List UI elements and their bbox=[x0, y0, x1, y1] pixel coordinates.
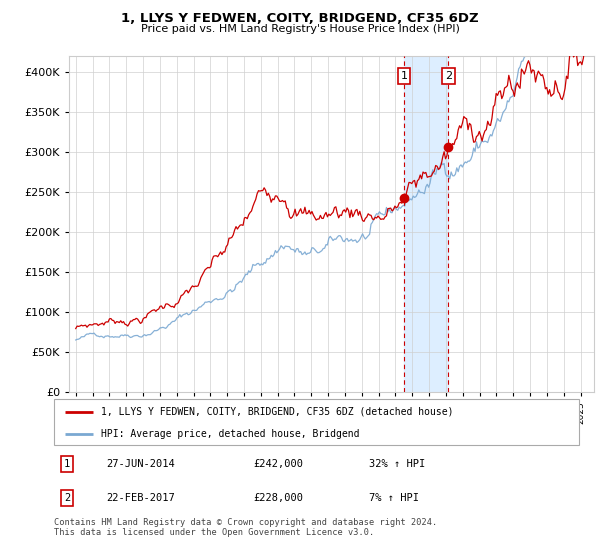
Text: 1: 1 bbox=[64, 459, 70, 469]
Text: £242,000: £242,000 bbox=[254, 459, 304, 469]
Text: 1, LLYS Y FEDWEN, COITY, BRIDGEND, CF35 6DZ: 1, LLYS Y FEDWEN, COITY, BRIDGEND, CF35 … bbox=[121, 12, 479, 25]
Text: Price paid vs. HM Land Registry's House Price Index (HPI): Price paid vs. HM Land Registry's House … bbox=[140, 24, 460, 34]
Text: 7% ↑ HPI: 7% ↑ HPI bbox=[369, 493, 419, 503]
Text: 1: 1 bbox=[400, 71, 407, 81]
Text: HPI: Average price, detached house, Bridgend: HPI: Average price, detached house, Brid… bbox=[101, 429, 360, 438]
Bar bbox=[404, 56, 448, 392]
Text: 27-JUN-2014: 27-JUN-2014 bbox=[107, 459, 175, 469]
Text: £228,000: £228,000 bbox=[254, 493, 304, 503]
Text: 32% ↑ HPI: 32% ↑ HPI bbox=[369, 459, 425, 469]
Text: 2: 2 bbox=[445, 71, 452, 81]
Text: Contains HM Land Registry data © Crown copyright and database right 2024.
This d: Contains HM Land Registry data © Crown c… bbox=[54, 518, 437, 538]
Text: 22-FEB-2017: 22-FEB-2017 bbox=[107, 493, 175, 503]
Text: 2: 2 bbox=[64, 493, 70, 503]
Text: 1, LLYS Y FEDWEN, COITY, BRIDGEND, CF35 6DZ (detached house): 1, LLYS Y FEDWEN, COITY, BRIDGEND, CF35 … bbox=[101, 407, 454, 417]
